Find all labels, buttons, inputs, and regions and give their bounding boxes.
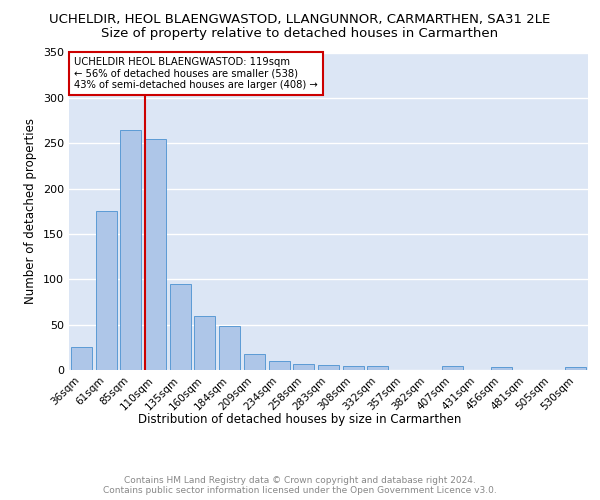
Bar [367,366,388,370]
Bar [95,211,116,370]
Bar [318,366,339,370]
Bar [244,354,265,370]
Bar [170,284,191,370]
Text: UCHELDIR, HEOL BLAENGWASTOD, LLANGUNNOR, CARMARTHEN, SA31 2LE: UCHELDIR, HEOL BLAENGWASTOD, LLANGUNNOR,… [49,12,551,26]
Text: Size of property relative to detached houses in Carmarthen: Size of property relative to detached ho… [101,28,499,40]
Bar [194,316,215,370]
Text: Contains HM Land Registry data © Crown copyright and database right 2024.
Contai: Contains HM Land Registry data © Crown c… [103,476,497,495]
Bar [442,366,463,370]
Text: Distribution of detached houses by size in Carmarthen: Distribution of detached houses by size … [139,412,461,426]
Bar [71,348,92,370]
Bar [120,130,141,370]
Bar [145,138,166,370]
Bar [269,361,290,370]
Bar [293,364,314,370]
Text: UCHELDIR HEOL BLAENGWASTOD: 119sqm
← 56% of detached houses are smaller (538)
43: UCHELDIR HEOL BLAENGWASTOD: 119sqm ← 56%… [74,58,318,90]
Bar [343,366,364,370]
Bar [491,368,512,370]
Bar [565,368,586,370]
Y-axis label: Number of detached properties: Number of detached properties [25,118,37,304]
Bar [219,326,240,370]
